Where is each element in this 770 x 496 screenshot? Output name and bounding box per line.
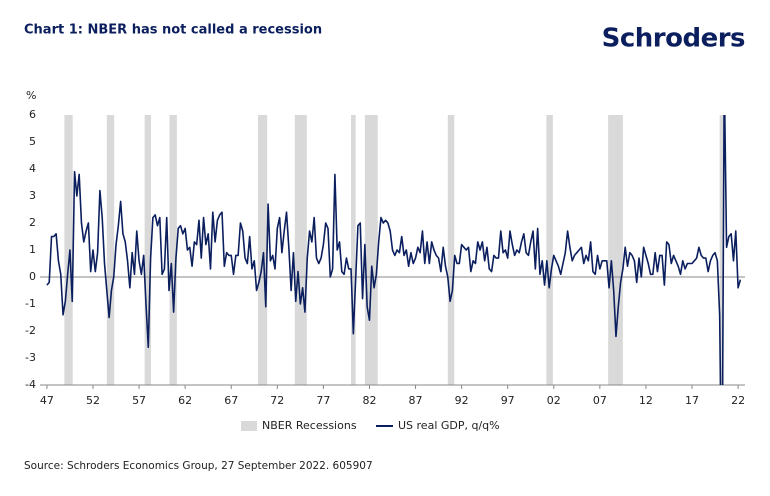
y-tick-label: 6 bbox=[29, 108, 36, 121]
recession-band bbox=[608, 115, 623, 385]
legend-swatch bbox=[241, 421, 257, 431]
y-tick-label: -3 bbox=[25, 351, 36, 364]
legend-label: US real GDP, q/q% bbox=[398, 419, 500, 432]
legend-label: NBER Recessions bbox=[262, 419, 357, 432]
y-tick-label: 0 bbox=[29, 270, 36, 283]
recession-band bbox=[144, 115, 152, 385]
recession-band bbox=[257, 115, 268, 385]
recession-band bbox=[294, 115, 307, 385]
recession-band bbox=[169, 115, 177, 385]
y-tick-label: 1 bbox=[29, 243, 36, 256]
recession-band bbox=[106, 115, 115, 385]
gdp-line bbox=[46, 115, 742, 385]
x-tick-label: 47 bbox=[40, 394, 54, 407]
x-tick-label: 57 bbox=[132, 394, 146, 407]
x-tick-label: 02 bbox=[547, 394, 561, 407]
recession-band bbox=[447, 115, 455, 385]
recession-band bbox=[719, 115, 724, 385]
x-tick-label: 92 bbox=[455, 394, 469, 407]
source: Source: Schroders Economics Group, 27 Se… bbox=[24, 460, 373, 472]
x-tick-label: 12 bbox=[639, 394, 653, 407]
x-tick-label: 97 bbox=[501, 394, 515, 407]
plot-area bbox=[46, 115, 742, 385]
recession-band bbox=[364, 115, 378, 385]
y-tick-label: 2 bbox=[29, 216, 36, 229]
y-tick-label: -2 bbox=[25, 324, 36, 337]
y-tick-label: 5 bbox=[29, 135, 36, 148]
brand-logo: Schroders bbox=[602, 24, 745, 54]
x-tick-label: 52 bbox=[86, 394, 100, 407]
recession-band bbox=[351, 115, 356, 385]
chart-title: Chart 1: NBER has not called a recession bbox=[24, 23, 322, 38]
x-tick-label: 82 bbox=[362, 394, 376, 407]
x-tick-label: 72 bbox=[270, 394, 284, 407]
y-tick-label: 4 bbox=[29, 162, 36, 175]
x-tick-label: 62 bbox=[178, 394, 192, 407]
recession-band bbox=[546, 115, 553, 385]
x-tick-label: 67 bbox=[224, 394, 238, 407]
y-tick-label: -1 bbox=[25, 297, 36, 310]
x-tick-label: 22 bbox=[731, 394, 745, 407]
y-tick-label: 3 bbox=[29, 189, 36, 202]
x-tick-label: 77 bbox=[316, 394, 330, 407]
recession-band bbox=[64, 115, 73, 385]
y-axis-label: % bbox=[26, 89, 36, 102]
x-tick-label: 07 bbox=[593, 394, 607, 407]
y-tick-label: -4 bbox=[25, 378, 36, 391]
x-tick-label: 87 bbox=[409, 394, 423, 407]
x-tick-label: 17 bbox=[685, 394, 699, 407]
